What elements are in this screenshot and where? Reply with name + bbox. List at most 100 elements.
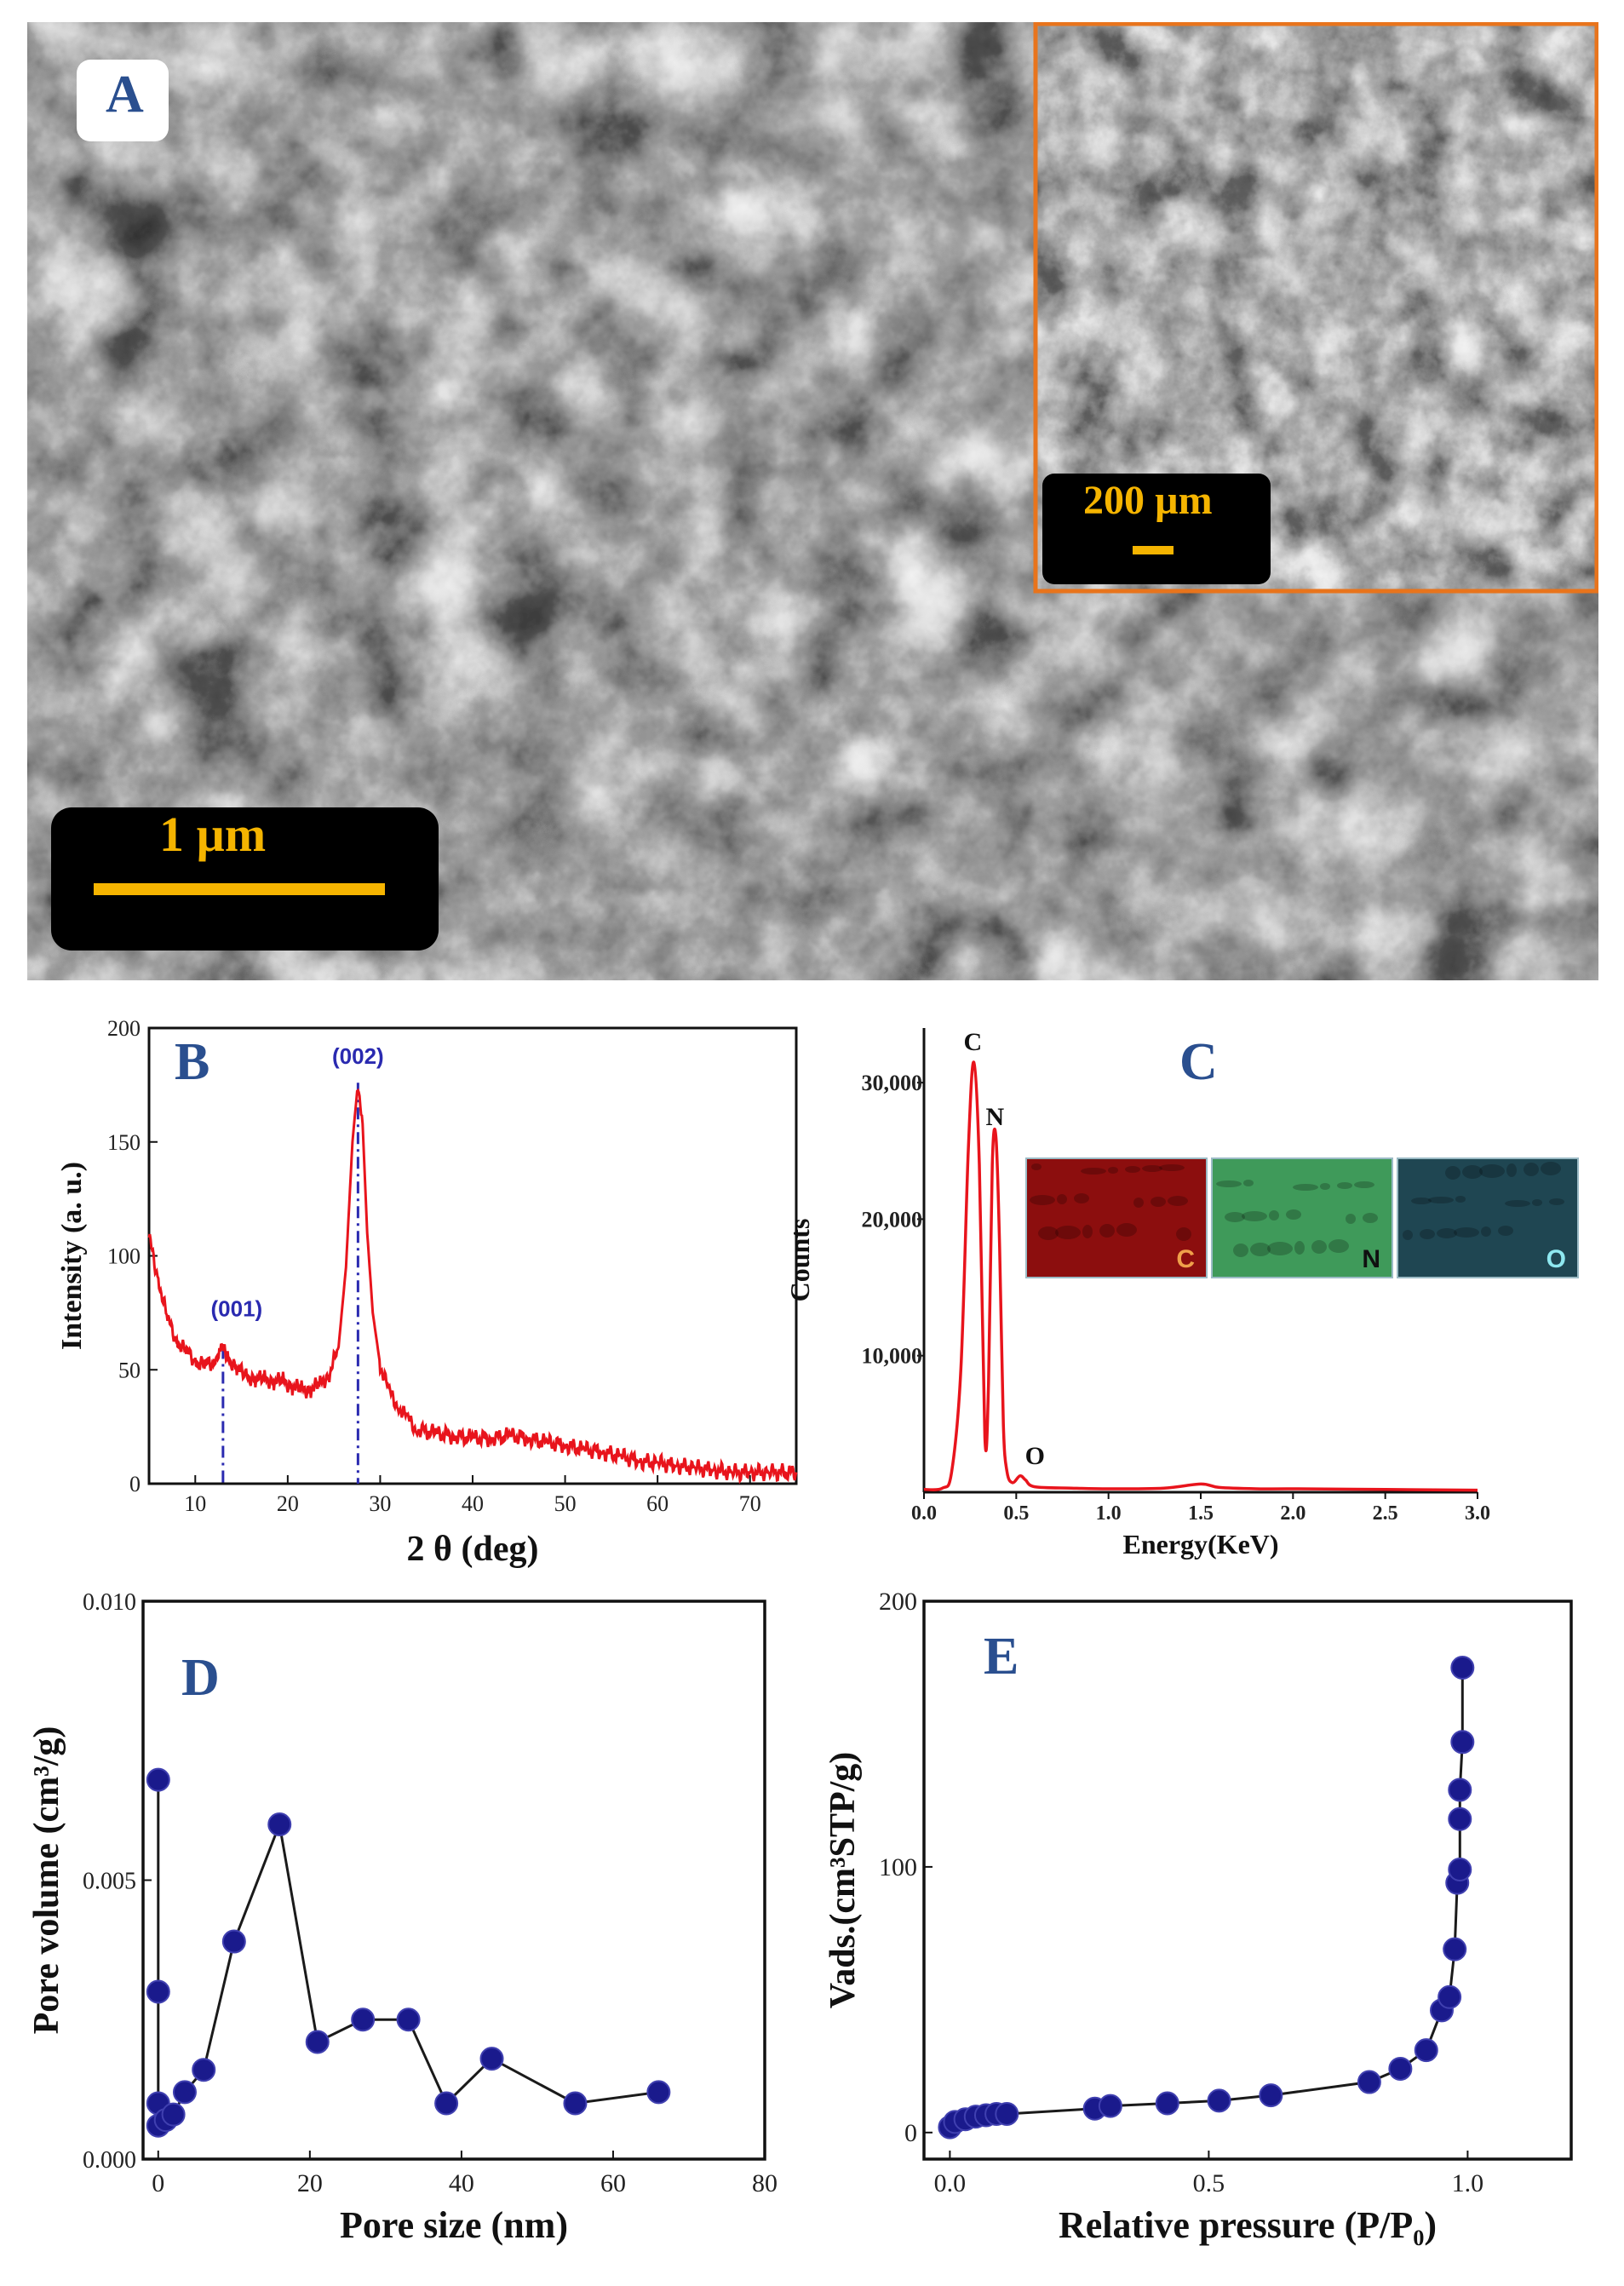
element-map-speck	[1498, 1226, 1513, 1236]
x-tick-label: 0.5	[1003, 1502, 1029, 1525]
element-map-speck	[1320, 1183, 1330, 1190]
data-point	[267, 1812, 292, 1836]
y-tick-label: 30,000	[862, 1071, 923, 1095]
data-point	[172, 2080, 197, 2105]
x-tick-label: 2.0	[1280, 1502, 1306, 1525]
element-map-speck	[1354, 1181, 1374, 1188]
y-axis-label: Pore volume (cm³/g)	[27, 1726, 66, 2035]
element-map-speck	[1445, 1166, 1460, 1180]
element-map-speck	[1293, 1184, 1318, 1191]
x-tick-label: 1.0	[1452, 2169, 1484, 2197]
data-point	[563, 2091, 588, 2116]
data-point	[161, 2102, 186, 2127]
y-tick-label: 10,000	[862, 1344, 923, 1369]
y-tick-label: 0.010	[83, 1589, 136, 1616]
data-point	[192, 2058, 216, 2082]
data-point	[1388, 2056, 1413, 2081]
element-map-speck	[1346, 1214, 1356, 1224]
element-map-speck	[1269, 1210, 1279, 1221]
isotherm-chart: 0.0 0.5 1.0 0 100 200 Relative pressure (P/P₀)…	[823, 1588, 1573, 2246]
data-point	[1259, 2083, 1283, 2108]
y-axis-label: Counts	[784, 1219, 815, 1302]
element-map-speck	[1437, 1228, 1457, 1238]
element-map-speck	[1294, 1241, 1305, 1255]
element-map-speck	[1057, 1194, 1067, 1204]
panel-e-letter: E	[984, 1628, 1019, 1686]
element-map-speck	[1505, 1200, 1530, 1207]
data-point	[1443, 1937, 1467, 1961]
x-tick-label: 50	[554, 1491, 577, 1516]
x-tick-label: 2.5	[1373, 1502, 1398, 1525]
data-point	[646, 2080, 671, 2105]
x-tick-label: 30	[369, 1491, 391, 1516]
edx-chart: 0.0 0.5 1.0 1.5 2.0 2.5 3.0 10,000 20,000 30,000 E…	[784, 1028, 1579, 1559]
y-tick-label: 0	[129, 1472, 141, 1496]
data-point	[146, 1979, 170, 2004]
element-map-c	[1025, 1157, 1208, 1278]
element-map-speck	[1403, 1230, 1413, 1240]
element-map-speck	[1532, 1199, 1542, 1206]
x-axis-label: Pore size (nm)	[340, 2204, 568, 2246]
element-map-speck	[1481, 1226, 1491, 1237]
element-map-speck	[1311, 1240, 1327, 1254]
x-axis-label: Relative pressure (P/P₀)	[1059, 2204, 1437, 2246]
x-tick-label: 20	[277, 1491, 299, 1516]
x-tick-label: 1.5	[1188, 1502, 1214, 1525]
element-map-speck	[1428, 1197, 1454, 1203]
data-point	[396, 2007, 421, 2032]
element-map-label: N	[1362, 1245, 1380, 1273]
data-point	[434, 2091, 459, 2116]
data-point	[351, 2007, 376, 2032]
element-map-speck	[1242, 1211, 1267, 1221]
element-map-speck	[1524, 1163, 1539, 1176]
element-map-speck	[1081, 1168, 1106, 1175]
x-tick-label: 20	[297, 2169, 323, 2197]
peak-label: C	[964, 1028, 983, 1056]
data-point	[146, 1767, 170, 1792]
element-map-speck	[1328, 1239, 1349, 1253]
x-tick-label: 1.0	[1096, 1502, 1122, 1525]
x-tick-label: 70	[739, 1491, 761, 1516]
element-map-speck	[1151, 1197, 1166, 1207]
y-tick-label: 0.000	[83, 2147, 136, 2174]
y-tick-label: 150	[107, 1130, 141, 1155]
data-point	[1098, 2094, 1122, 2118]
x-tick-label: 40	[462, 1491, 484, 1516]
data-point	[479, 2047, 504, 2071]
data-point	[221, 1929, 246, 1954]
data-point	[1448, 1806, 1472, 1831]
y-tick-label: 200	[107, 1016, 141, 1041]
y-axis-label: Vads.(cm³STP/g)	[823, 1752, 863, 2009]
element-map-speck	[1030, 1195, 1055, 1205]
x-axis-label: 2 θ (deg)	[407, 1530, 539, 1569]
element-map-speck	[1243, 1180, 1254, 1186]
element-map-speck	[1455, 1196, 1466, 1203]
y-axis-label: Intensity (a. u.)	[56, 1162, 88, 1350]
x-tick-label: 0	[152, 2169, 164, 2197]
peak-label: O	[1025, 1442, 1045, 1470]
y-tick-label: 200	[879, 1588, 917, 1616]
element-map-speck	[1549, 1198, 1564, 1205]
main-scalebar-label: 1 µm	[159, 807, 267, 862]
element-map-speck	[1286, 1209, 1301, 1220]
peak-label: N	[986, 1103, 1005, 1131]
x-tick-label: 60	[646, 1491, 669, 1516]
element-map-speck	[1099, 1224, 1115, 1238]
x-tick-label: 0.5	[1193, 2169, 1225, 2197]
sem-micrograph	[27, 21, 1599, 980]
y-tick-label: 20,000	[862, 1207, 923, 1232]
element-map-label: O	[1547, 1245, 1566, 1273]
element-map-speck	[1267, 1242, 1293, 1255]
element-map-speck	[1031, 1163, 1042, 1170]
element-map-speck	[1142, 1165, 1162, 1172]
element-map-speck	[1082, 1225, 1093, 1238]
edx-spectrum-line	[923, 1060, 1478, 1492]
plot-frame	[922, 1600, 1573, 2161]
data-point	[995, 2101, 1019, 2126]
xrd-chart: 10 20 30 40 50 60 70 0 50 100 150 200 2 θ (deg) Inten…	[56, 1016, 798, 1569]
element-map-speck	[1337, 1182, 1352, 1189]
element-map-speck	[1541, 1162, 1561, 1175]
element-map-o	[1397, 1157, 1579, 1278]
element-map-speck	[1225, 1212, 1245, 1222]
element-map-speck	[1116, 1223, 1137, 1237]
